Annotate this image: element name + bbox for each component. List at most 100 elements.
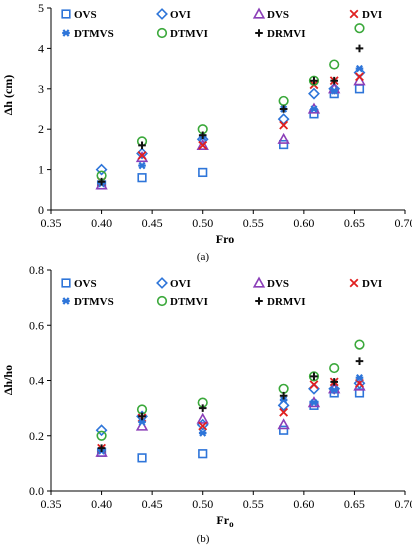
chart-b-point-dtmvi [96,430,107,441]
chart-a-legend: OVS OVI DVS DVI DTMVS DTMVI DRMVI [61,7,382,40]
chart-b-legend-label-dvs: DVS [267,278,289,290]
chart-a-point-ovs [198,167,208,178]
chart-b-x-axis-label: Fro [216,513,234,529]
chart-b-point-drmvi [138,412,146,421]
chart-b-point-drmvi [355,357,364,365]
chart-b-legend-label-drmvi: DRMVI [267,296,306,308]
chart-b-point-ovi [353,377,366,390]
chart-b-point-drmvi [279,391,288,400]
chart-b-ticks: 0.35 0.40 0.45 0.50 0.55 0.60 0.65 0.70 0.0 0.2 0.… [29,263,412,511]
chart-a-legend-label-dvs: DVS [267,9,289,21]
chart-a-x-tick-label: 0.50 [192,216,213,230]
chart-b: 0.35 0.40 0.45 0.50 0.55 0.60 0.65 0.70 0.0 0.2 0.… [1,263,412,545]
chart-b-legend-marker-dvi [349,278,359,288]
chart-a-x-tick-label: 0.60 [293,216,314,230]
chart-b-y-tick-label: 0.8 [29,263,44,277]
chart-a-point-drmvi [279,105,288,113]
chart-b-point-ovi [277,399,290,412]
chart-a-y-tick-label: 0 [38,203,44,217]
chart-b-point-dvi [198,421,208,431]
chart-b-point-dtmvi [308,371,320,382]
chart-b-legend-label-dvi: DVI [362,278,382,290]
chart-a-legend-marker-dvi [349,9,359,19]
chart-b-legend-marker-drmvi [255,297,263,305]
chart-b-x-tick-label: 0.70 [395,497,412,511]
chart-b-marks [95,339,366,463]
chart-b-legend: OVS OVI DVS DVI DTMVS DTMVI DRMVI [61,276,382,308]
chart-b-x-axis-label-main: Fr [216,513,229,527]
chart-a-ticks: 0.35 0.40 0.45 0.50 0.55 0.60 0.65 0.70 0 1 2 3 4 5 [38,1,412,230]
chart-a-point-dvi [198,140,208,150]
chart-b-legend-marker-dvs [252,276,266,288]
chart-b-point-dvs [135,419,149,431]
chart-a-x-tick-label: 0.45 [142,216,163,230]
chart-a-point-drmvi [330,76,338,85]
chart-a-point-dvs [277,132,290,144]
chart-a-legend-item-ovs: OVS [61,9,97,21]
chart-a-point-dvi [279,120,289,130]
chart-b-legend-label-dtmvs: DTMVS [74,296,114,308]
chart-a-legend-marker-dtmvi [156,27,168,39]
chart-b-legend-marker-dtmvs [62,297,70,305]
chart-a-legend-label-dvi: DVI [362,9,382,21]
chart-a-legend-marker-dtmvs [62,29,70,37]
chart-b-legend-label-ovs: OVS [74,278,97,290]
chart-a-legend-label-ovi: OVI [170,9,191,21]
chart-b-legend-item-dvs: DVS [252,276,289,290]
chart-b-point-ovi [95,424,108,437]
chart-a-legend-item-dvi: DVI [349,9,382,21]
chart-b-legend-item-ovs: OVS [61,278,97,290]
chart-b-x-tick-label: 0.40 [91,497,112,511]
chart-a-y-tick-label: 5 [38,1,44,15]
chart-a-point-drmvi [310,76,318,85]
chart-b-x-tick-label: 0.50 [192,497,213,511]
chart-a-x-tick-label: 0.70 [395,216,412,230]
chart-a-y-tick-label: 1 [38,163,44,177]
chart-b-point-dtmvs [355,373,364,382]
chart-b-legend-item-dtmvs: DTMVS [62,296,114,308]
chart-a-point-ovi [95,163,108,176]
chart-a-legend-marker-ovs [61,9,71,19]
chart-b-point-drmvi [330,378,338,386]
chart-a-legend-marker-dvs [252,7,266,19]
chart-b-point-drmvi [97,444,106,452]
chart-a-legend-item-dtmvi: DTMVI [156,27,208,40]
chart-b-legend-item-dvi: DVI [349,278,382,290]
chart-b-y-tick-label: 0.2 [29,429,44,443]
chart-a-legend-item-drmvi: DRMVI [255,28,306,40]
chart-b-legend-marker-dtmvi [156,295,168,307]
chart-b-point-ovs [279,425,289,435]
chart-a-point-dtmvi [354,23,365,34]
chart-a-legend-item-dvs: DVS [252,7,289,21]
chart-b-legend-item-ovi: OVI [156,277,191,290]
chart-a: 0.35 0.40 0.45 0.50 0.55 0.60 0.65 0.70 0 1 2 3 4 5 O… [1,1,412,263]
chart-a-x-tick-label: 0.40 [91,216,112,230]
chart-a-point-dvi [355,72,364,82]
chart-b-point-dvi [279,407,289,417]
chart-a-point-ovs [279,139,289,150]
chart-b-y-tick-label: 0.4 [29,374,44,388]
chart-b-y-tick-label: 0.0 [29,484,44,498]
chart-a-legend-marker-ovi [156,8,168,20]
chart-b-point-drmvi [310,372,318,381]
chart-b-point-dtmvs [279,396,288,404]
chart-b-point-ovs [198,449,208,459]
chart-a-x-axis-label: Fro [216,232,234,246]
chart-a-point-dvs [196,138,209,150]
chart-a-legend-item-ovi: OVI [156,8,191,21]
chart-a-point-dtmvs [355,64,364,73]
chart-b-point-dvs [196,412,209,424]
chart-a-y-tick-label: 4 [38,41,44,55]
chart-a-marks [95,23,366,190]
chart-b-legend-item-dtmvi: DTMVI [156,295,208,308]
chart-b-point-ovs [137,453,147,463]
chart-b-point-dtmvi [354,339,365,350]
chart-a-legend-label-ovs: OVS [74,9,97,21]
chart-a-legend-marker-drmvi [255,29,263,37]
chart-a-point-dtmvs [138,161,146,170]
chart-b-x-tick-label: 0.45 [142,497,163,511]
chart-a-point-dvi [137,151,147,160]
chart-b-point-dtmvs [330,386,338,394]
chart-a-x-tick-label: 0.65 [344,216,365,230]
chart-a-point-ovs [137,173,147,183]
